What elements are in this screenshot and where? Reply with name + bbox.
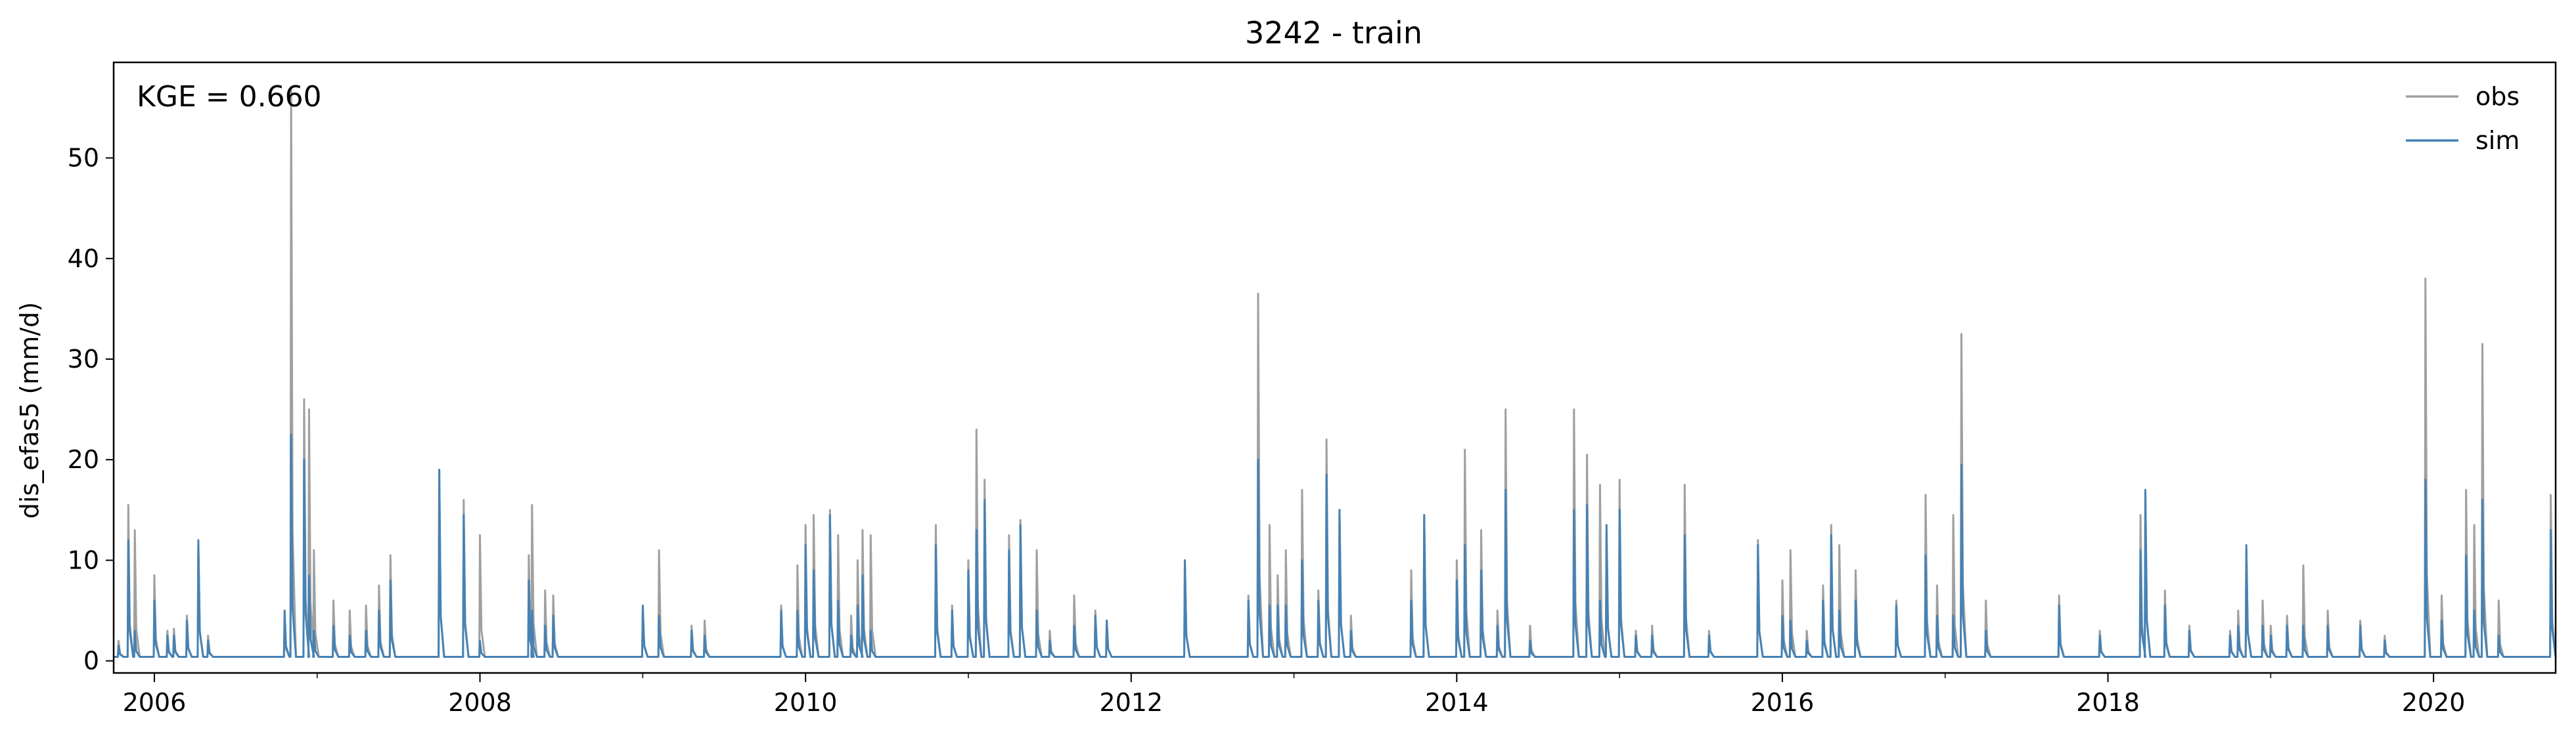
series-layer bbox=[114, 86, 2557, 658]
legend-obs-label: obs bbox=[2475, 82, 2520, 111]
series-sim-line bbox=[114, 433, 2557, 658]
plot-area: 0 10 20 30 40 50 2006 2008 2010 2012 2014 2016 2018 2… bbox=[68, 86, 2557, 717]
y-tick-label: 40 bbox=[68, 244, 99, 273]
ticks: 0 10 20 30 40 50 2006 2008 2010 2012 2014 2016 2018 2… bbox=[68, 144, 2466, 717]
x-tick-label: 2018 bbox=[2076, 688, 2140, 717]
y-tick-label: 0 bbox=[83, 647, 99, 676]
legend: obs sim bbox=[2406, 82, 2520, 155]
x-tick-label: 2020 bbox=[2402, 688, 2466, 717]
x-tick-label: 2006 bbox=[123, 688, 187, 717]
kge-annotation: KGE = 0.660 bbox=[137, 80, 322, 114]
x-tick-label: 2014 bbox=[1425, 688, 1489, 717]
y-tick-label: 30 bbox=[68, 345, 99, 374]
legend-sim-label: sim bbox=[2475, 126, 2520, 155]
chart-title: 3242 - train bbox=[1245, 15, 1422, 51]
x-tick-label: 2016 bbox=[1751, 688, 1815, 717]
x-tick-label: 2010 bbox=[774, 688, 838, 717]
x-tick-label: 2008 bbox=[448, 688, 512, 717]
x-tick-label: 2012 bbox=[1099, 688, 1163, 717]
y-axis-label: dis_efas5 (mm/d) bbox=[15, 302, 44, 519]
y-tick-label: 10 bbox=[68, 546, 99, 574]
y-tick-label: 50 bbox=[68, 144, 99, 173]
plot-frame bbox=[112, 61, 2557, 674]
y-tick-label: 20 bbox=[68, 445, 99, 474]
